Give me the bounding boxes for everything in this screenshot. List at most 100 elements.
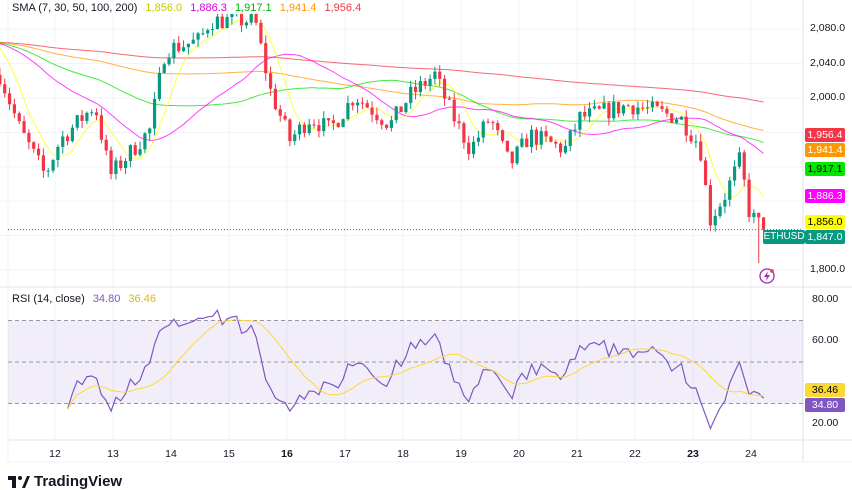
candle-body	[732, 166, 737, 181]
candle	[138, 141, 142, 157]
candle	[481, 119, 485, 143]
candle	[278, 104, 282, 122]
candle-body	[418, 81, 422, 92]
candle-body	[684, 116, 688, 136]
price-badge: 1,856.0	[805, 214, 845, 229]
candle-body	[94, 112, 99, 116]
candle-body	[592, 106, 596, 109]
candle-body	[607, 103, 611, 119]
time-tick-19: 19	[455, 448, 467, 460]
candle	[534, 127, 538, 151]
candle-body	[196, 33, 200, 40]
candle	[119, 155, 123, 171]
candle-body	[104, 139, 108, 151]
candle	[51, 158, 55, 173]
candle	[409, 80, 413, 109]
candle	[587, 102, 592, 123]
candle-body	[568, 130, 572, 146]
notification-dot	[770, 269, 774, 273]
candle	[689, 129, 693, 144]
price-badge: 1,956.4	[805, 128, 845, 143]
candle-body	[56, 146, 60, 161]
time-tick-15: 15	[223, 448, 235, 460]
candle	[104, 134, 108, 156]
candle	[80, 110, 84, 129]
candle-body	[505, 140, 509, 152]
candle	[728, 176, 732, 207]
candle	[752, 209, 756, 224]
candle	[645, 99, 650, 114]
candle	[288, 118, 292, 147]
candle-body	[220, 16, 224, 28]
candle-body	[157, 72, 161, 99]
candle-body	[244, 22, 248, 26]
sma-legend-label: SMA (7, 30, 50, 100, 200)	[12, 2, 138, 14]
candle	[723, 193, 727, 214]
candle-body	[225, 17, 229, 28]
time-tick-24: 24	[745, 448, 757, 460]
candle	[312, 119, 316, 129]
candle-body	[249, 13, 253, 23]
candle	[578, 111, 582, 137]
sma200-value: 1,956.4	[324, 2, 362, 14]
price-badge: 1,917.1	[805, 162, 845, 177]
candle	[423, 77, 427, 90]
candle	[674, 116, 679, 125]
candle-body	[442, 78, 447, 99]
candle	[355, 98, 360, 113]
candle	[307, 118, 311, 136]
candle	[273, 83, 277, 111]
candle-body	[428, 78, 432, 86]
candle	[471, 136, 476, 159]
candle-body	[742, 152, 746, 180]
candle-body	[389, 120, 393, 128]
candle	[529, 125, 534, 153]
candle	[3, 78, 7, 98]
candle	[660, 101, 664, 113]
candle-body	[699, 141, 703, 161]
candle-body	[273, 88, 277, 110]
candle	[505, 140, 509, 153]
candle	[259, 19, 263, 45]
candle-body	[438, 71, 442, 79]
candle-body	[757, 212, 761, 218]
candle-body	[351, 103, 355, 106]
candle	[447, 95, 451, 101]
candle	[162, 62, 166, 74]
candle	[268, 66, 273, 96]
sma100-value: 1,941.4	[279, 2, 317, 14]
candle	[75, 114, 79, 131]
tradingview-logo[interactable]: TradingView	[8, 473, 122, 490]
candle-body	[331, 120, 335, 124]
candle	[326, 117, 331, 127]
candle	[32, 141, 36, 153]
candle-body	[462, 123, 466, 143]
candle-body	[612, 102, 616, 119]
candle-body	[365, 103, 369, 108]
candle-body	[558, 143, 563, 153]
candle	[457, 113, 461, 130]
candle	[346, 95, 350, 121]
candle-body	[85, 112, 89, 121]
candle	[90, 109, 94, 117]
candle	[713, 209, 717, 232]
candle-body	[3, 84, 7, 94]
candle-body	[471, 141, 476, 155]
rsi-tick: 80.00	[812, 292, 839, 305]
candle-body	[525, 138, 529, 148]
candle-body	[399, 106, 403, 113]
candle-body	[689, 135, 693, 142]
candle	[641, 102, 645, 111]
sma7-value: 1,856.0	[145, 2, 183, 14]
time-tick-17: 17	[339, 448, 351, 460]
lightning-icon[interactable]	[759, 268, 775, 284]
candle-body	[752, 212, 756, 218]
candle-body	[336, 123, 340, 128]
candle	[85, 111, 89, 125]
candle-body	[578, 112, 582, 130]
candle-body	[293, 134, 297, 142]
candle	[46, 167, 50, 178]
candle	[544, 125, 548, 143]
candle-body	[312, 124, 316, 126]
